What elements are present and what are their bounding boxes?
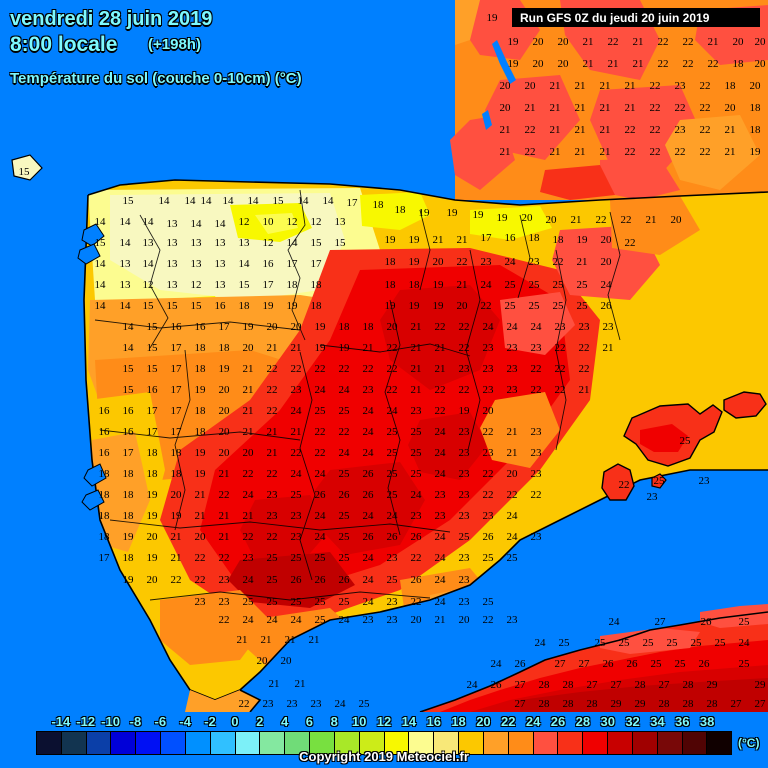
- legend-swatch: [707, 732, 732, 754]
- copyright-text: Copyright 2019 Meteociel.fr: [299, 749, 469, 764]
- legend-swatch: [111, 732, 137, 754]
- legend-swatch: [37, 732, 62, 754]
- ibiza-island: [601, 463, 635, 501]
- legend-tick: 12: [376, 714, 392, 729]
- legend-tick: 26: [550, 714, 566, 729]
- legend-tick: -12: [76, 714, 96, 729]
- legend-swatch: [682, 732, 708, 754]
- legend-swatch: [161, 732, 186, 754]
- legend-tick: 34: [650, 714, 665, 729]
- legend-swatch: [310, 732, 335, 754]
- legend-tick: -6: [154, 714, 167, 729]
- legend-swatch: [409, 732, 435, 754]
- legend-tick: 20: [476, 714, 491, 729]
- legend-swatch: [61, 732, 87, 754]
- legend-tick: -10: [101, 714, 120, 729]
- legend-tick: 0: [231, 714, 239, 729]
- legend-tick: 16: [426, 714, 441, 729]
- model-run-banner: Run GFS 0Z du jeudi 20 juin 2019: [512, 8, 760, 27]
- legend-swatch: [235, 732, 261, 754]
- legend-swatch: [508, 732, 534, 754]
- legend-tick: -8: [129, 714, 142, 729]
- legend-swatch: [136, 732, 162, 754]
- legend-swatch: [632, 732, 658, 754]
- temperature-map[interactable]: [0, 0, 768, 712]
- legend-tick: 36: [675, 714, 690, 729]
- regional-borders: [94, 189, 621, 601]
- legend-color-bar: [36, 731, 732, 755]
- legend-tick-labels: -14 -12 -10 -8 -6 -4 -2 0 2 4 6 8 10 12 14 16 18 20 22 24 26…: [0, 712, 768, 732]
- legend-tick: 4: [280, 714, 289, 729]
- legend-tick: 28: [575, 714, 591, 729]
- legend-swatch: [657, 732, 683, 754]
- cabrera-island: [651, 473, 667, 489]
- legend-swatch: [583, 732, 609, 754]
- legend-swatch: [334, 732, 360, 754]
- northwest-island: [11, 154, 43, 181]
- legend-tick: 18: [451, 714, 466, 729]
- legend-tick: 24: [525, 714, 541, 729]
- copyright-notice: Copyright 2019 Meteociel.fr: [0, 748, 768, 766]
- north-coastline: [87, 179, 768, 206]
- legend-swatch: [86, 732, 112, 754]
- legend-tick: -4: [179, 714, 191, 729]
- map-canvas: [11, 0, 768, 712]
- model-run-label: Run GFS 0Z du jeudi 20 juin 2019: [520, 10, 710, 25]
- legend-swatch: [434, 732, 460, 754]
- legend-swatch: [608, 732, 633, 754]
- legend-swatch: [483, 732, 509, 754]
- legend-tick: 22: [501, 714, 516, 729]
- legend-tick: 14: [401, 714, 417, 729]
- legend-tick: 38: [699, 714, 715, 729]
- legend-swatch: [533, 732, 559, 754]
- legend-tick: 32: [625, 714, 640, 729]
- legend-tick: -2: [204, 714, 216, 729]
- legend-tick: 10: [351, 714, 367, 729]
- color-scale-legend: -14 -12 -10 -8 -6 -4 -2 0 2 4 6 8 10 12 14 16 18 20 22 24 26…: [0, 712, 768, 768]
- legend-tick: 6: [305, 714, 314, 729]
- legend-tick: 30: [600, 714, 615, 729]
- legend-unit-label: (°C): [738, 736, 760, 750]
- legend-swatch: [285, 732, 311, 754]
- legend-swatch: [384, 732, 410, 754]
- legend-swatch: [185, 732, 211, 754]
- legend-tick: 8: [330, 714, 338, 729]
- north-africa-region: [185, 604, 768, 712]
- atlantic-coast-details: [11, 154, 107, 511]
- legend-swatch: [210, 732, 236, 754]
- legend-swatch: [359, 732, 385, 754]
- legend-swatch: [260, 732, 286, 754]
- africa-coastline: [419, 611, 768, 712]
- menorca-island: [723, 391, 767, 419]
- legend-tick: 2: [256, 714, 264, 729]
- west-south-coastline: [83, 194, 768, 701]
- legend-swatch: [459, 732, 484, 754]
- legend-swatch: [558, 732, 584, 754]
- france-region: [450, 0, 768, 200]
- balearic-islands: [601, 391, 767, 501]
- legend-tick: -14: [51, 714, 71, 729]
